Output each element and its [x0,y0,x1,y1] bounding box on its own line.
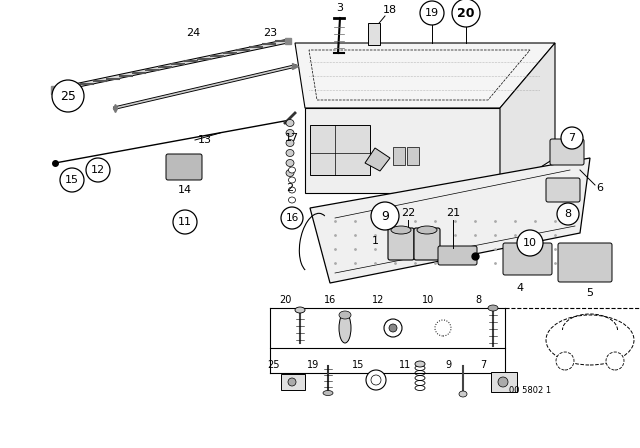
Ellipse shape [371,375,381,385]
FancyBboxPatch shape [414,228,440,260]
Text: 17: 17 [285,133,299,143]
Ellipse shape [289,167,296,173]
Circle shape [86,158,110,182]
Ellipse shape [288,378,296,386]
Polygon shape [500,43,555,193]
Circle shape [556,352,574,370]
Circle shape [173,210,197,234]
Bar [281,374,305,390]
Text: 15: 15 [65,175,79,185]
Text: 15: 15 [352,360,364,370]
Ellipse shape [289,177,296,183]
Ellipse shape [366,370,386,390]
Ellipse shape [286,159,294,167]
Text: 13: 13 [198,135,212,145]
Text: 18: 18 [383,5,397,15]
Bar [368,23,380,45]
Ellipse shape [339,311,351,319]
Polygon shape [310,158,590,283]
Text: 12: 12 [91,165,105,175]
Text: 19: 19 [307,360,319,370]
Text: 10: 10 [523,238,537,248]
Ellipse shape [289,197,296,203]
Text: 8: 8 [564,209,572,219]
Text: 23: 23 [263,28,277,38]
Text: 11: 11 [399,360,411,370]
Text: 16: 16 [285,213,299,223]
Ellipse shape [546,315,634,365]
Polygon shape [305,108,500,193]
Text: 7: 7 [568,133,575,143]
Ellipse shape [286,169,294,177]
Text: 19: 19 [425,8,439,18]
Text: 9: 9 [381,210,389,223]
Text: 12: 12 [372,295,384,305]
Text: 6: 6 [596,183,604,193]
Text: 8: 8 [475,295,481,305]
Text: 25: 25 [267,360,279,370]
Ellipse shape [323,391,333,396]
Text: 21: 21 [446,208,460,218]
Ellipse shape [286,139,294,146]
Text: 00 5802 1: 00 5802 1 [509,385,551,395]
Text: 5: 5 [586,288,593,298]
Text: 7: 7 [480,360,486,370]
FancyBboxPatch shape [166,154,202,180]
Polygon shape [365,148,390,171]
Text: 20: 20 [457,7,475,20]
Ellipse shape [415,361,425,367]
Text: 11: 11 [178,217,192,227]
FancyBboxPatch shape [546,178,580,202]
FancyBboxPatch shape [438,246,477,265]
Polygon shape [295,43,555,108]
Text: 4: 4 [516,283,524,293]
Text: 14: 14 [178,185,192,195]
Circle shape [420,1,444,25]
Text: 9: 9 [445,360,451,370]
Text: 20: 20 [279,295,291,305]
Ellipse shape [389,324,397,332]
FancyBboxPatch shape [503,243,552,275]
FancyBboxPatch shape [558,243,612,282]
Circle shape [452,0,480,27]
Bar [393,147,405,165]
FancyBboxPatch shape [388,228,414,260]
Circle shape [281,207,303,229]
Ellipse shape [289,187,296,193]
Ellipse shape [384,319,402,337]
FancyBboxPatch shape [550,139,584,165]
Text: 2: 2 [287,183,294,193]
Circle shape [606,352,624,370]
Circle shape [557,203,579,225]
Text: 16: 16 [324,295,336,305]
Text: 3: 3 [337,3,344,13]
Circle shape [371,202,399,230]
Ellipse shape [417,226,437,234]
Ellipse shape [498,377,508,387]
Bar [310,125,370,175]
Ellipse shape [459,391,467,397]
Text: 10: 10 [422,295,434,305]
Bar [407,147,419,165]
Text: 24: 24 [186,28,200,38]
Ellipse shape [286,129,294,137]
Text: 1: 1 [371,236,378,246]
Ellipse shape [286,150,294,156]
Circle shape [60,168,84,192]
Bar [491,372,517,392]
Ellipse shape [391,226,411,234]
Ellipse shape [286,120,294,126]
Circle shape [561,127,583,149]
Text: 25: 25 [60,90,76,103]
Text: 22: 22 [401,208,415,218]
Ellipse shape [435,320,451,336]
Ellipse shape [295,307,305,313]
Ellipse shape [339,313,351,343]
Circle shape [517,230,543,256]
Circle shape [52,80,84,112]
Ellipse shape [488,305,498,311]
